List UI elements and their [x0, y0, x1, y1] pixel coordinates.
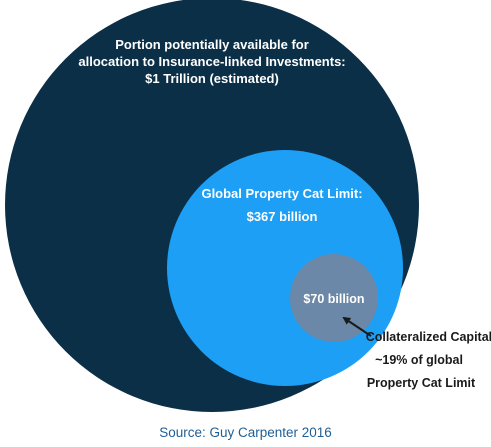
outer-label-line-3: $1 Trillion (estimated) [145, 71, 279, 86]
callout-line-2: ~19% of global [375, 353, 463, 367]
callout-line-3: Property Cat Limit [367, 376, 476, 390]
middle-label-value: $367 billion [247, 209, 318, 224]
middle-label-title: Global Property Cat Limit: [201, 186, 362, 201]
inner-label-value: $70 billion [303, 292, 364, 306]
outer-label-line-2: allocation to Insurance-linked Investmen… [78, 54, 345, 69]
outer-label-line-1: Portion potentially available for [115, 37, 309, 52]
callout-arrow [342, 316, 372, 337]
inner-circle [290, 254, 378, 342]
callout-line-1: Collateralized Capital: [366, 330, 491, 344]
source-caption: Source: Guy Carpenter 2016 [159, 425, 332, 440]
